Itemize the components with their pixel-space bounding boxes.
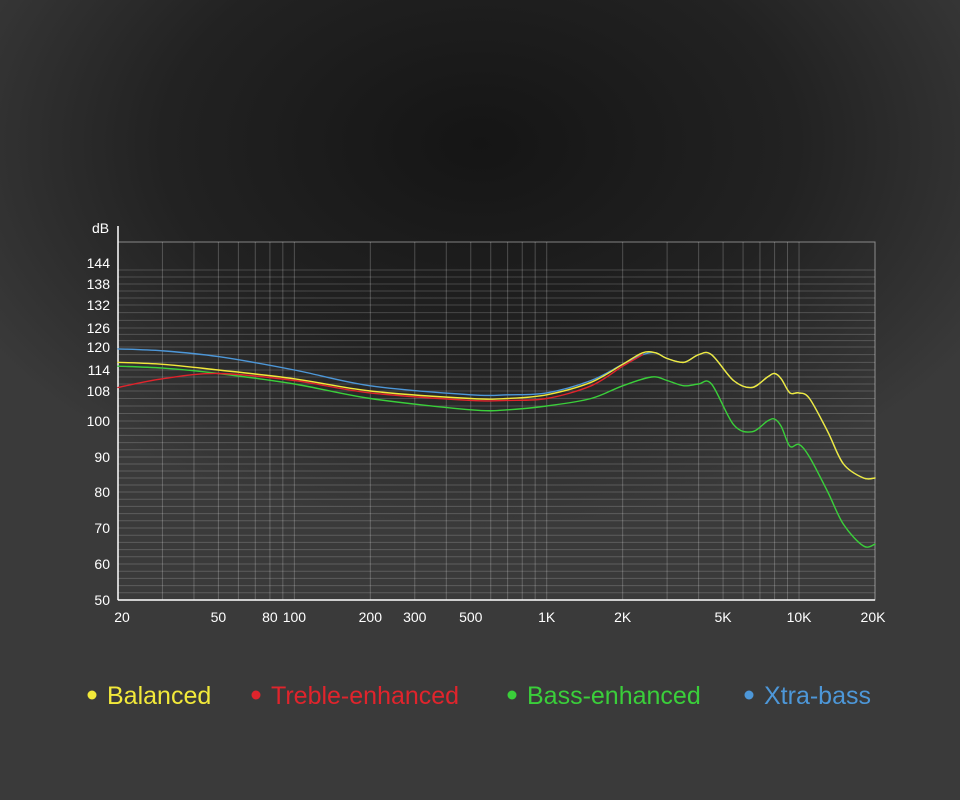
x-tick-label: 5K [715, 609, 733, 625]
x-tick-label: 50 [211, 609, 227, 625]
y-tick-label: 50 [94, 592, 110, 608]
x-tick-label: 20 [114, 609, 130, 625]
y-tick-label: 70 [94, 520, 110, 536]
legend-label-treble-enhanced: Treble-enhanced [271, 682, 459, 710]
y-tick-labels: 50 60 70 80 90 100 108 114 120 126 132 138 144 [87, 255, 111, 608]
grid [117, 241, 876, 601]
legend-label-xtra-bass: Xtra-bass [764, 682, 871, 710]
x-tick-label: 80 [262, 609, 278, 625]
legend-dot-xtra-bass [744, 690, 754, 700]
y-tick-label: 90 [94, 449, 110, 465]
legend-label-bass-enhanced: Bass-enhanced [527, 682, 701, 710]
y-tick-label: 132 [87, 297, 111, 313]
series-line-bass-enhanced [117, 365, 876, 548]
legend-dot-treble-enhanced [251, 690, 261, 700]
y-tick-label: 126 [87, 320, 111, 336]
y-tick-label: 108 [87, 383, 111, 399]
y-axis-unit-label: dB [92, 220, 109, 236]
x-tick-label: 2K [614, 609, 632, 625]
x-tick-label: 1K [538, 609, 556, 625]
x-tick-label: 20K [861, 609, 887, 625]
series-line-treble-enhanced [117, 354, 644, 402]
y-tick-label: 80 [94, 484, 110, 500]
y-tick-label: 114 [88, 362, 111, 378]
x-tick-label: 200 [359, 609, 383, 625]
y-tick-label: 138 [87, 276, 111, 292]
x-tick-label: 500 [459, 609, 483, 625]
y-tick-label: 60 [94, 556, 110, 572]
legend-dot-balanced [87, 690, 97, 700]
x-tick-label: 10K [787, 609, 813, 625]
y-tick-label: 144 [87, 255, 111, 271]
y-tick-label: 100 [87, 413, 111, 429]
axes: dB [92, 220, 875, 601]
legend: Balanced Treble-enhanced Bass-enhanced Xtra… [87, 682, 871, 710]
series-lines [117, 348, 876, 548]
x-tick-label: 300 [403, 609, 427, 625]
x-tick-labels: 20 50 80 100 200 300 500 1K 2K 5K 10K 20K [114, 609, 886, 625]
legend-dot-bass-enhanced [507, 690, 517, 700]
legend-label-balanced: Balanced [107, 682, 211, 710]
y-tick-label: 120 [87, 339, 111, 355]
x-tick-label: 100 [283, 609, 307, 625]
series-line-balanced [117, 350, 876, 480]
